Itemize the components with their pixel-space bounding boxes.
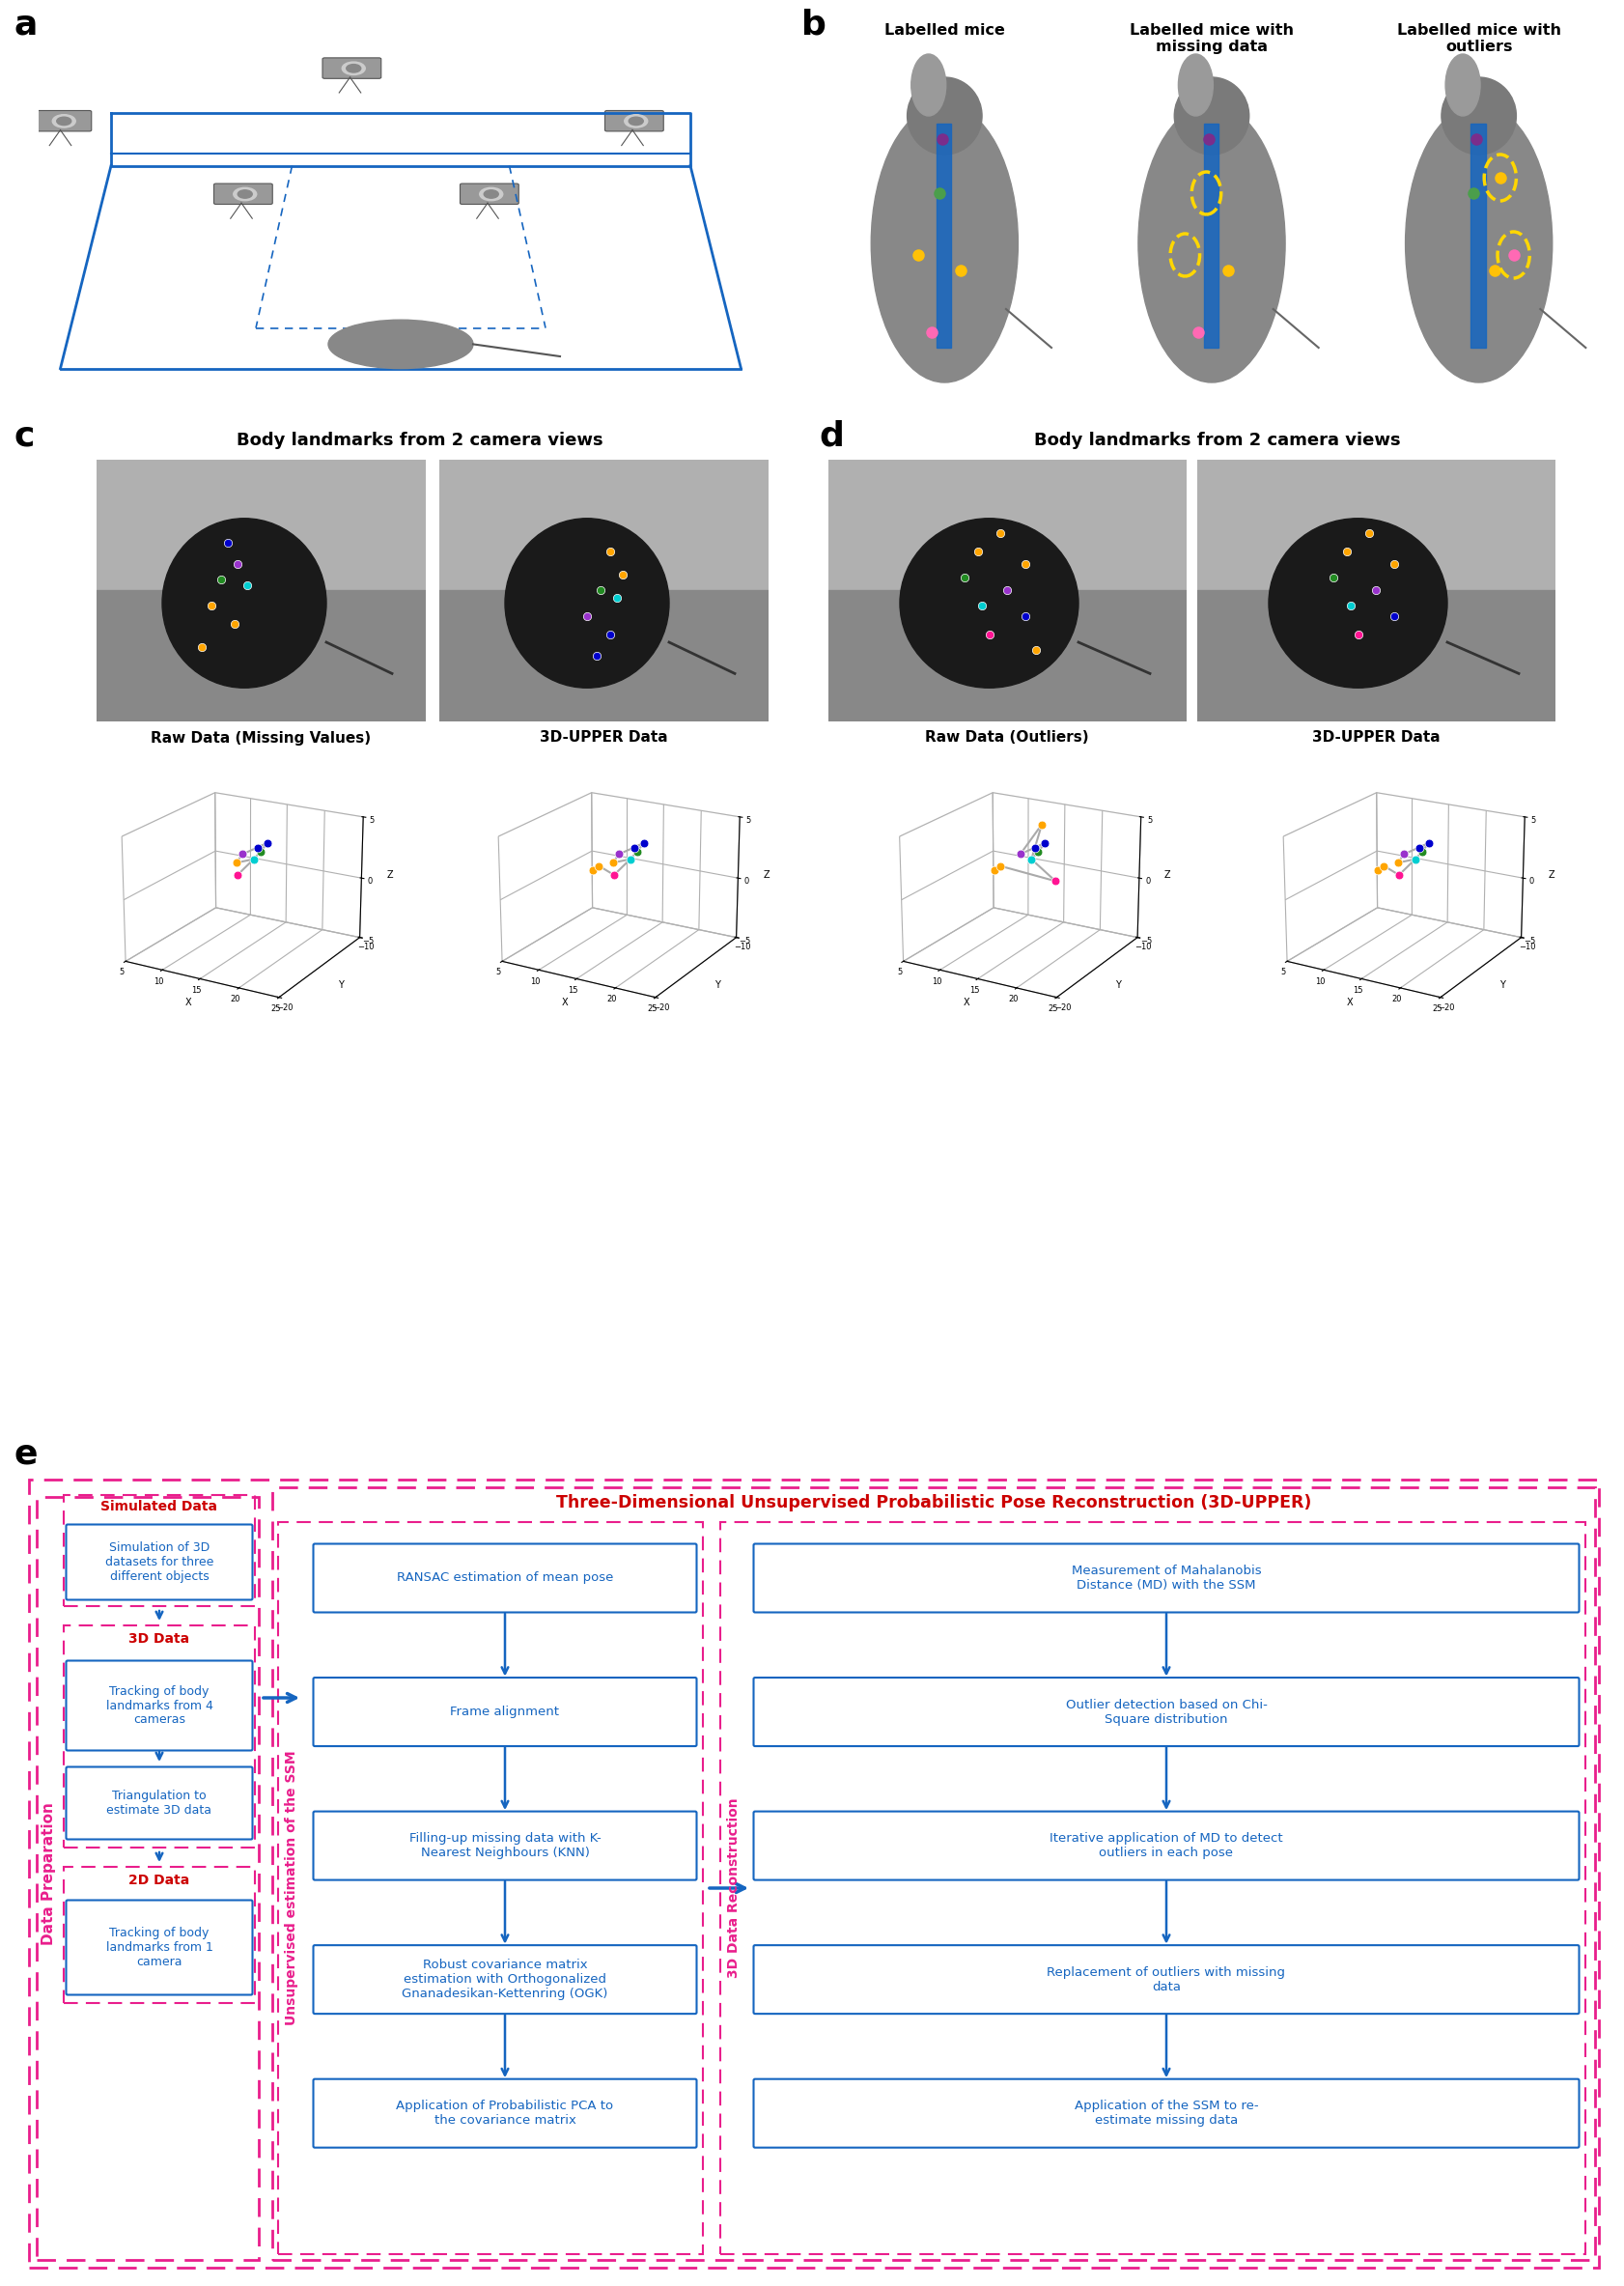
Circle shape [346, 64, 361, 73]
Bar [63, 1625, 255, 1847]
Circle shape [343, 62, 365, 75]
Ellipse shape [908, 78, 983, 155]
Text: 3D Data Reconstruction: 3D Data Reconstruction [728, 1799, 741, 1977]
Text: d: d [818, 421, 844, 453]
Circle shape [237, 190, 252, 199]
Text: Replacement of outliers with missing
data: Replacement of outliers with missing dat… [1047, 1966, 1286, 1993]
Circle shape [479, 187, 503, 201]
Y-axis label: Y: Y [715, 981, 719, 990]
FancyBboxPatch shape [460, 183, 518, 203]
Ellipse shape [505, 519, 669, 688]
Y-axis label: Y: Y [1499, 981, 1505, 990]
X-axis label: X: X [185, 997, 192, 1006]
Y-axis label: Y: Y [1116, 981, 1121, 990]
X-axis label: X: X [963, 997, 970, 1006]
FancyBboxPatch shape [313, 1678, 697, 1747]
Bar [1203, 123, 1218, 347]
Ellipse shape [1445, 55, 1479, 117]
Ellipse shape [1442, 78, 1517, 155]
Circle shape [52, 114, 76, 128]
FancyBboxPatch shape [604, 110, 664, 130]
Text: e: e [15, 1438, 37, 1470]
FancyBboxPatch shape [214, 183, 273, 203]
Circle shape [484, 190, 499, 199]
Text: Body landmarks from 2 camera views: Body landmarks from 2 camera views [1034, 432, 1402, 448]
Text: Labelled mice with
missing data: Labelled mice with missing data [1130, 23, 1294, 55]
Ellipse shape [911, 55, 945, 117]
Circle shape [625, 114, 648, 128]
Text: Frame alignment: Frame alignment [450, 1705, 560, 1719]
FancyBboxPatch shape [313, 2078, 697, 2147]
Ellipse shape [870, 105, 1018, 382]
Text: Simulation of 3D
datasets for three
different objects: Simulation of 3D datasets for three diff… [106, 1541, 214, 1582]
Bar [1471, 123, 1486, 347]
Text: Outlier detection based on Chi-
Square distribution: Outlier detection based on Chi- Square d… [1065, 1698, 1267, 1726]
FancyBboxPatch shape [32, 110, 91, 130]
FancyBboxPatch shape [313, 1543, 697, 1612]
Circle shape [234, 187, 257, 201]
Circle shape [628, 117, 643, 126]
FancyBboxPatch shape [754, 1543, 1579, 1612]
FancyBboxPatch shape [313, 1945, 697, 2014]
FancyBboxPatch shape [67, 1660, 252, 1751]
Bar [273, 1488, 1595, 2261]
Text: Body landmarks from 2 camera views: Body landmarks from 2 camera views [237, 432, 603, 448]
Text: Unsupervised estimation of the SSM: Unsupervised estimation of the SSM [284, 1751, 299, 2025]
Bar [37, 1497, 258, 2261]
X-axis label: X: X [562, 997, 568, 1006]
FancyBboxPatch shape [754, 1945, 1579, 2014]
Text: Tracking of body
landmarks from 1
camera: Tracking of body landmarks from 1 camera [106, 1927, 213, 1968]
Y-axis label: Y: Y [338, 981, 343, 990]
Bar [278, 1522, 703, 2254]
Text: Simulated Data: Simulated Data [101, 1500, 218, 1513]
Text: Tracking of body
landmarks from 4
cameras: Tracking of body landmarks from 4 camera… [106, 1685, 213, 1726]
FancyBboxPatch shape [754, 1811, 1579, 1879]
Text: 3D-UPPER Data: 3D-UPPER Data [539, 732, 667, 745]
Text: Application of the SSM to re-
estimate missing data: Application of the SSM to re- estimate m… [1075, 2101, 1259, 2126]
X-axis label: X: X [1346, 997, 1353, 1006]
FancyBboxPatch shape [67, 1900, 252, 1996]
Text: 3D Data: 3D Data [128, 1632, 190, 1646]
Ellipse shape [1138, 105, 1285, 382]
Circle shape [57, 117, 71, 126]
Text: Triangulation to
estimate 3D data: Triangulation to estimate 3D data [107, 1790, 211, 1817]
Ellipse shape [900, 519, 1078, 688]
Ellipse shape [1268, 519, 1447, 688]
Text: Three-Dimensional Unsupervised Probabilistic Pose Reconstruction (3D-UPPER): Three-Dimensional Unsupervised Probabili… [555, 1495, 1311, 1511]
Text: Raw Data (Missing Values): Raw Data (Missing Values) [151, 732, 370, 745]
Ellipse shape [1179, 55, 1213, 117]
Text: Data Preparation: Data Preparation [42, 1801, 57, 1945]
Text: c: c [15, 421, 36, 453]
Bar [937, 123, 952, 347]
Text: Labelled mice: Labelled mice [885, 23, 1005, 37]
FancyBboxPatch shape [313, 1811, 697, 1879]
Ellipse shape [328, 320, 473, 368]
Text: Raw Data (Outliers): Raw Data (Outliers) [926, 732, 1090, 745]
FancyBboxPatch shape [323, 57, 382, 78]
FancyBboxPatch shape [754, 2078, 1579, 2147]
Ellipse shape [162, 519, 326, 688]
Text: Measurement of Mahalanobis
Distance (MD) with the SSM: Measurement of Mahalanobis Distance (MD)… [1072, 1564, 1262, 1591]
FancyBboxPatch shape [754, 1678, 1579, 1747]
Bar [63, 1495, 255, 1607]
FancyBboxPatch shape [67, 1525, 252, 1600]
Text: 2D Data: 2D Data [128, 1875, 190, 1888]
FancyBboxPatch shape [67, 1767, 252, 1840]
Text: Robust covariance matrix
estimation with Orthogonalized
Gnanadesikan-Kettenring : Robust covariance matrix estimation with… [403, 1959, 607, 2000]
Text: b: b [801, 7, 827, 41]
Ellipse shape [1405, 105, 1553, 382]
Bar [721, 1522, 1585, 2254]
Ellipse shape [1174, 78, 1249, 155]
Text: Labelled mice with
outliers: Labelled mice with outliers [1397, 23, 1561, 55]
Text: Filling-up missing data with K-
Nearest Neighbours (KNN): Filling-up missing data with K- Nearest … [409, 1831, 601, 1859]
Text: Iterative application of MD to detect
outliers in each pose: Iterative application of MD to detect ou… [1049, 1831, 1283, 1859]
Text: RANSAC estimation of mean pose: RANSAC estimation of mean pose [396, 1573, 614, 1584]
Text: 3D-UPPER Data: 3D-UPPER Data [1312, 732, 1440, 745]
Bar [63, 1868, 255, 2003]
Text: a: a [15, 7, 37, 41]
Text: Application of Probabilistic PCA to
the covariance matrix: Application of Probabilistic PCA to the … [396, 2101, 614, 2126]
